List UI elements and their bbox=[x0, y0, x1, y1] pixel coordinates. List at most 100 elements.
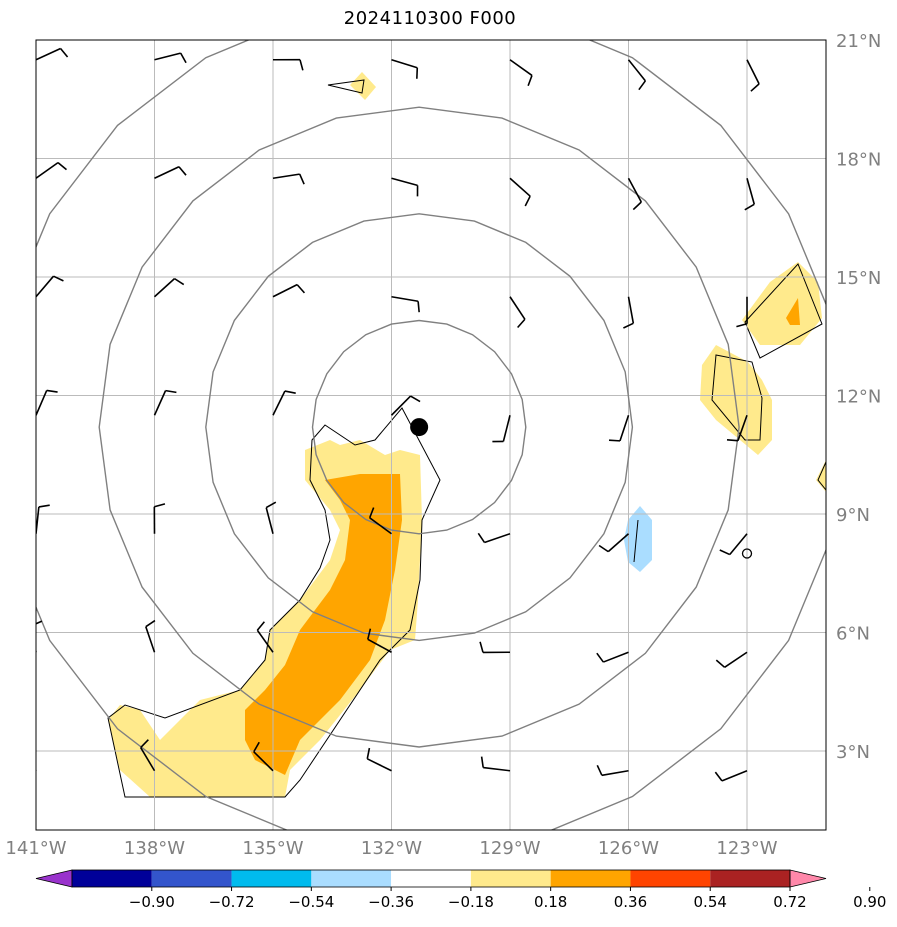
wind-barb bbox=[596, 651, 629, 663]
colorbar-label: −0.90 bbox=[129, 893, 175, 911]
colorbar-swatch bbox=[151, 870, 232, 887]
wind-barb bbox=[36, 47, 69, 61]
wind-barb bbox=[153, 389, 177, 416]
colorbar-label: 0.72 bbox=[773, 893, 806, 911]
wind-barb bbox=[744, 178, 756, 211]
latitude-tick-label: 15°N bbox=[836, 268, 881, 289]
wind-barb bbox=[596, 764, 629, 777]
colorbar-swatch bbox=[311, 870, 392, 887]
wind-barb bbox=[391, 177, 419, 197]
wind-barb bbox=[627, 177, 643, 211]
wind-barb bbox=[477, 532, 511, 544]
longitude-tick-label: 135°W bbox=[242, 838, 303, 859]
colorbar-swatch bbox=[550, 870, 631, 887]
shading-layer bbox=[108, 72, 826, 797]
wind-barb bbox=[367, 628, 392, 653]
wind-barb bbox=[391, 58, 419, 79]
wind-barb bbox=[391, 295, 420, 313]
longitude-tick-label: 126°W bbox=[598, 838, 659, 859]
latitude-tick-label: 6°N bbox=[836, 624, 870, 645]
wind-barb bbox=[256, 621, 274, 653]
wind-barb bbox=[154, 52, 187, 64]
range-ring bbox=[205, 213, 634, 642]
positive-anomaly-northeast-blob bbox=[742, 262, 822, 345]
longitude-tick-label: 123°W bbox=[716, 838, 777, 859]
colorbar-label: −0.54 bbox=[288, 893, 334, 911]
wind-barb bbox=[36, 389, 58, 416]
wind-barb bbox=[598, 533, 630, 553]
wind-barb bbox=[714, 770, 748, 782]
latitude-tick-label: 21°N bbox=[836, 31, 881, 52]
wind-barb bbox=[509, 296, 526, 329]
colorbar-label: 0.36 bbox=[614, 893, 647, 911]
colorbar-frame bbox=[71, 869, 791, 888]
colorbar-swatch bbox=[710, 870, 790, 887]
colorbar-label: 0.90 bbox=[853, 893, 886, 911]
strong-positive-anomaly-northeast bbox=[786, 298, 800, 325]
wind-barb bbox=[623, 296, 635, 329]
colorbar-extend-low bbox=[35, 869, 73, 888]
colorbar-label: 0.18 bbox=[534, 893, 567, 911]
wind-barb bbox=[36, 161, 67, 179]
contour-lines bbox=[107, 79, 826, 798]
contour-northeast bbox=[744, 263, 823, 359]
colorbar-swatch bbox=[231, 870, 312, 887]
range-ring bbox=[36, 40, 826, 830]
latitude-labels: 21°N 18°N 15°N 12°N 9°N 6°N 3°N bbox=[836, 31, 881, 763]
hollow-circle-marker bbox=[741, 548, 753, 559]
wind-barb bbox=[480, 756, 511, 772]
wind-barb bbox=[36, 504, 50, 534]
wind-barb bbox=[154, 166, 187, 179]
latitude-tick-label: 12°N bbox=[836, 387, 881, 408]
wind-barb bbox=[492, 415, 511, 443]
colorbar-label: −0.36 bbox=[368, 893, 414, 911]
latitude-tick-label: 18°N bbox=[836, 150, 881, 171]
plot-frame bbox=[35, 39, 827, 831]
wind-barb bbox=[719, 533, 748, 556]
colorbar-label: −0.72 bbox=[209, 893, 255, 911]
wind-barb bbox=[153, 503, 166, 534]
colorbar-swatch bbox=[630, 870, 711, 887]
longitude-tick-label: 141°W bbox=[5, 838, 66, 859]
colorbar-extend-high bbox=[789, 869, 827, 888]
wind-barb bbox=[479, 641, 511, 654]
wind-barb bbox=[368, 507, 392, 535]
positive-anomaly-band bbox=[108, 440, 422, 797]
wind-barb bbox=[36, 620, 43, 653]
colorbar: −0.90 −0.72 −0.54 −0.36 −0.18 0.18 0.36 0.54 0.7… bbox=[35, 869, 886, 911]
wind-barb bbox=[366, 747, 392, 772]
gridlines bbox=[36, 40, 826, 830]
wind-barb bbox=[272, 173, 305, 185]
strong-positive-anomaly-core bbox=[245, 474, 402, 775]
colorbar-label: 0.54 bbox=[694, 893, 727, 911]
wind-barb bbox=[390, 395, 421, 416]
wind-barb bbox=[509, 177, 531, 207]
longitude-labels: 141°W 138°W 135°W 132°W 129°W 126°W 123°W bbox=[5, 838, 777, 859]
longitude-tick-label: 132°W bbox=[361, 838, 422, 859]
wind-barb bbox=[153, 277, 185, 298]
wind-barb bbox=[253, 741, 274, 772]
wind-barb bbox=[272, 283, 306, 298]
contour-negative bbox=[633, 519, 639, 563]
wind-barb bbox=[265, 501, 277, 534]
colorbar-swatch bbox=[72, 870, 152, 887]
wind-barb bbox=[36, 739, 37, 771]
wind-barb bbox=[139, 739, 156, 772]
contour-north bbox=[327, 79, 365, 94]
wind-barb bbox=[608, 414, 630, 442]
longitude-tick-label: 129°W bbox=[479, 838, 540, 859]
contour-edge bbox=[817, 461, 826, 491]
map-title: 2024110300 F000 bbox=[343, 8, 517, 29]
wind-barb bbox=[272, 390, 296, 416]
contour-main bbox=[107, 407, 441, 798]
wind-barb bbox=[726, 414, 748, 442]
wind-barb bbox=[36, 275, 64, 298]
storm-center-marker bbox=[410, 418, 429, 437]
wind-barb bbox=[715, 651, 748, 668]
wind-barbs bbox=[36, 47, 760, 782]
colorbar-swatch bbox=[391, 870, 471, 887]
latitude-tick-label: 3°N bbox=[836, 742, 870, 763]
colorbar-swatch bbox=[470, 870, 551, 887]
wind-barb bbox=[746, 59, 760, 92]
